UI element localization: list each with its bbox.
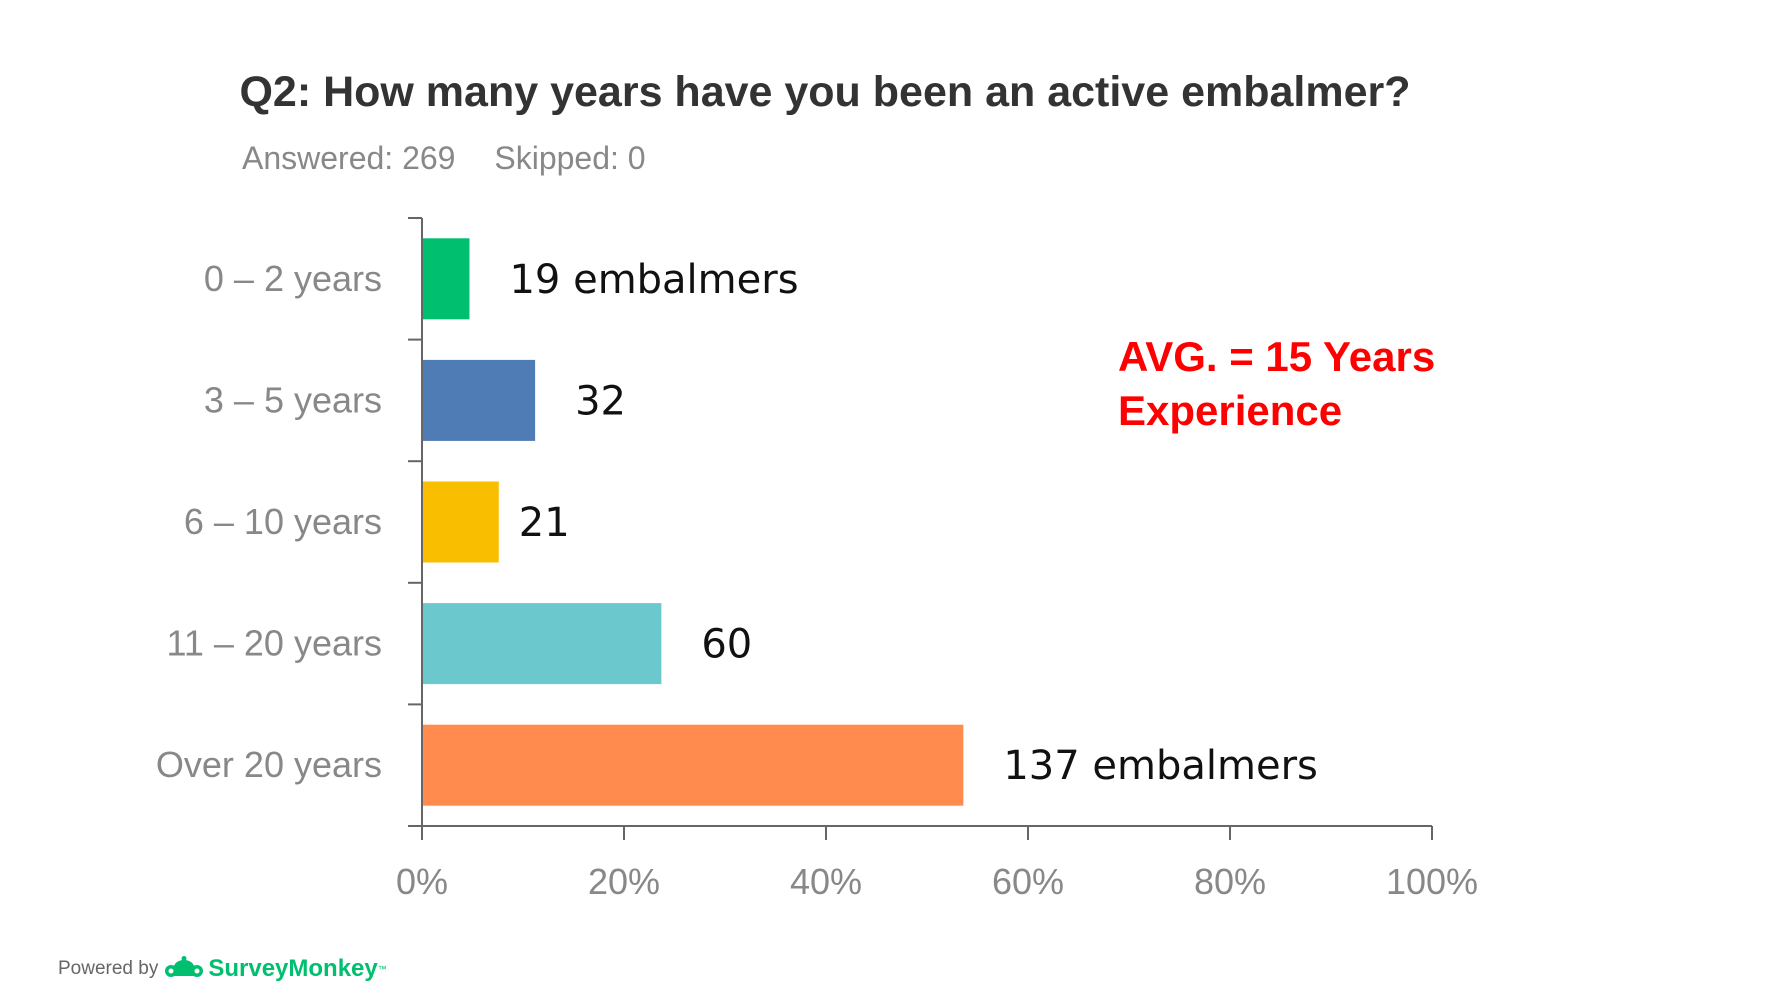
bar [423,238,470,320]
brand-logo: SurveyMonkey ™ [164,955,387,983]
annotation-line-2: Experience [1118,387,1343,434]
skipped-count: Skipped: 0 [494,140,646,176]
bar [423,603,662,685]
x-tick-label: 20% [588,861,660,902]
powered-by-label: Powered by [58,958,159,979]
answered-count: Answered: 269 [242,140,456,176]
x-tick-label: 40% [790,861,862,902]
category-label: 3 – 5 years [204,379,382,420]
data-label: 32 [575,378,626,424]
category-label: 11 – 20 years [167,623,382,664]
bar [423,481,499,563]
x-tick-label: 0% [396,861,448,902]
annotation-line-1: AVG. = 15 Years [1118,333,1436,380]
category-label: 6 – 10 years [184,501,382,542]
surveymonkey-logo-icon [165,956,204,977]
data-label: 137 embalmers [1003,743,1318,789]
chart-title: Q2: How many years have you been an acti… [239,68,1411,116]
average-annotation: AVG. = 15 Years Experience [1118,330,1435,438]
bar [423,359,536,441]
x-tick-label: 100% [1386,861,1478,902]
data-label: 19 embalmers [509,257,798,303]
x-tick-label: 60% [992,861,1064,902]
data-label: 60 [701,622,752,668]
category-label: 0 – 2 years [204,258,382,299]
powered-by-footer: Powered by SurveyMonkey ™ [58,955,387,983]
x-tick-label: 80% [1194,861,1266,902]
brand-name: SurveyMonkey [208,955,378,982]
bar [423,724,964,806]
category-label: Over 20 years [156,744,382,785]
data-label: 21 [519,500,570,546]
response-summary: Answered: 269 Skipped: 0 [242,140,676,177]
